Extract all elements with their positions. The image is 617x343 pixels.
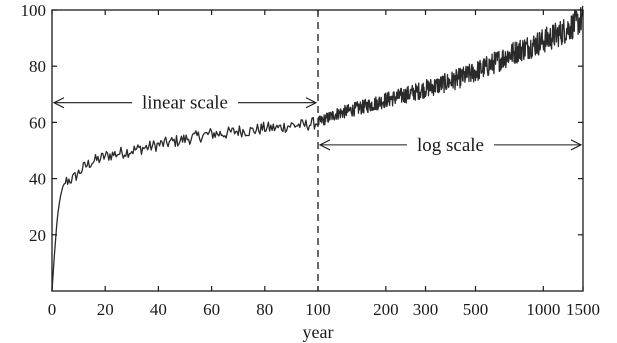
x-tick-label: 80 [256,300,273,319]
annotation-arrowhead-right [570,139,583,151]
x-tick-label: 200 [373,300,399,319]
y-tick-label: 100 [21,1,47,20]
x-tick-label: 100 [305,300,331,319]
annotation-arrowhead-left [318,139,331,151]
annotation-arrowhead-left [52,97,65,109]
y-tick-label: 20 [29,226,46,245]
series-line-0 [51,5,584,292]
x-tick-label: 0 [48,300,57,319]
annotation-linear-scale: linear scale [142,93,228,114]
x-tick-label: 1500 [566,300,600,319]
x-axis-label: year [303,322,334,342]
x-tick-label: 40 [150,300,167,319]
x-tick-label: 60 [203,300,220,319]
annotation-layer: linear scale log scale [52,93,583,156]
annotation-log-scale: log scale [417,135,484,156]
y-tick-label: 80 [29,57,46,76]
y-tick-label: 40 [29,170,46,189]
tick-layer: 0 20 40 60 80 100 200 300 500 1000 1500 20 40 60 80 100 [21,1,601,319]
annotation-arrowhead-right [305,97,318,109]
x-tick-label: 1000 [526,300,560,319]
x-tick-label: 300 [413,300,439,319]
x-tick-label: 20 [97,300,114,319]
y-tick-label: 60 [29,113,46,132]
x-tick-label: 500 [463,300,489,319]
series-layer [51,5,584,292]
